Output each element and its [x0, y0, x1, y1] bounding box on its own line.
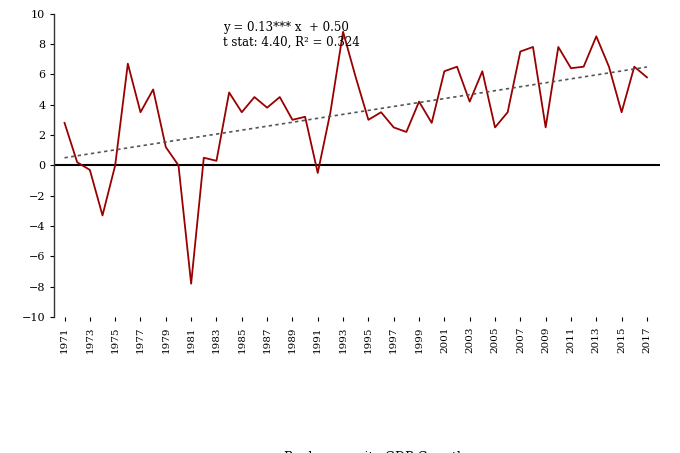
Text: y = 0.13*** x  + 0.50
t stat: 4.40, R² = 0.324: y = 0.13*** x + 0.50 t stat: 4.40, R² = … [223, 21, 360, 49]
Legend: Real per capita GDP Growth: Real per capita GDP Growth [244, 446, 470, 453]
